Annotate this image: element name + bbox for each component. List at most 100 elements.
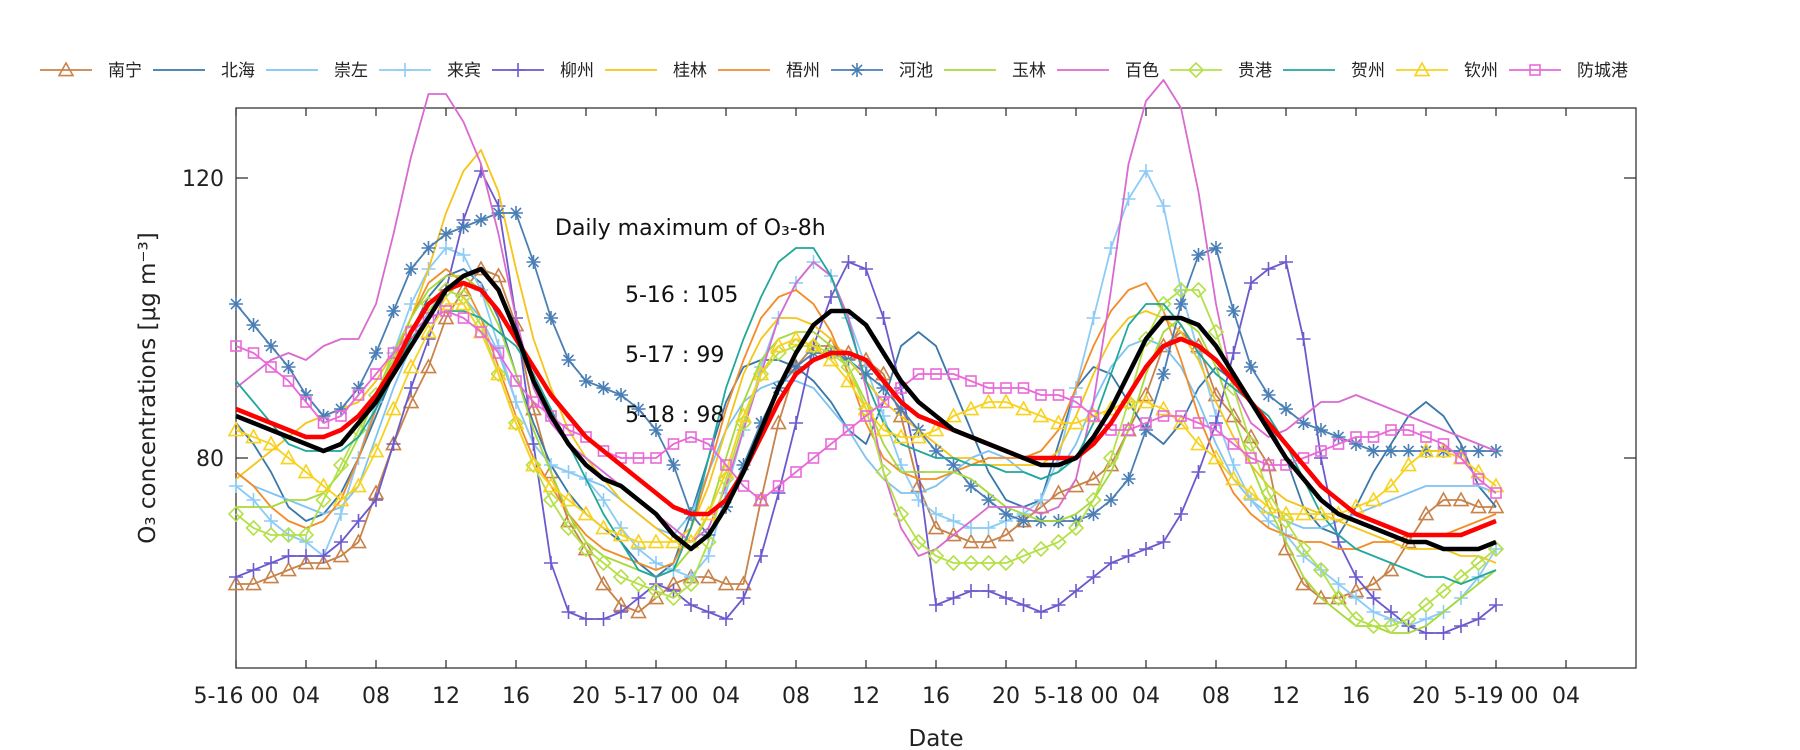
data-point <box>1139 423 1153 437</box>
x-tick-label: 20 <box>992 684 1020 709</box>
data-point <box>437 295 455 311</box>
data-point <box>1382 477 1400 493</box>
data-point <box>1312 589 1330 605</box>
data-point <box>1242 435 1260 453</box>
data-point <box>297 554 315 570</box>
data-point <box>666 458 681 472</box>
data-point <box>875 421 892 437</box>
data-point <box>1104 241 1118 255</box>
series-玉林 <box>236 275 1497 634</box>
data-point <box>1315 445 1327 457</box>
data-point <box>596 381 611 395</box>
data-point <box>1052 389 1065 401</box>
data-point <box>351 514 366 528</box>
data-point <box>1085 470 1102 486</box>
data-point <box>1419 626 1433 640</box>
x-tick-label: 5-17 00 <box>614 684 699 709</box>
data-point <box>1277 505 1295 521</box>
legend-label: 贵港 <box>1238 61 1272 81</box>
data-point <box>945 407 962 423</box>
legend-item: 钦州 <box>1396 61 1498 81</box>
data-point <box>1175 410 1187 422</box>
data-point <box>507 414 525 432</box>
x-tick-label: 04 <box>712 684 740 709</box>
data-point <box>1331 577 1346 591</box>
data-point <box>630 533 647 549</box>
data-point <box>281 360 296 374</box>
data-point <box>647 582 665 600</box>
y-axis-label: O₃ concentrations [μg m⁻³] <box>135 232 161 543</box>
data-point <box>350 533 367 549</box>
data-point <box>1487 477 1505 493</box>
data-point <box>351 381 366 395</box>
data-point <box>1400 610 1417 628</box>
data-point <box>577 540 595 558</box>
data-point <box>1087 410 1100 422</box>
data-point <box>265 361 277 373</box>
data-point <box>1417 442 1435 458</box>
data-point <box>229 479 243 493</box>
data-point <box>787 330 805 346</box>
legend-label: 桂林 <box>673 61 707 81</box>
legend-label: 玉林 <box>1012 61 1046 81</box>
series-lines <box>227 79 1505 640</box>
data-point <box>1016 598 1031 612</box>
series-line <box>235 266 1497 552</box>
data-point <box>1155 400 1172 416</box>
data-point <box>1190 281 1207 299</box>
data-point <box>1490 487 1502 499</box>
data-point <box>1296 332 1311 346</box>
data-point <box>1365 617 1382 635</box>
data-point <box>245 519 262 537</box>
data-point <box>227 421 245 437</box>
data-point <box>999 591 1013 605</box>
data-point <box>1225 470 1242 486</box>
data-point <box>1437 438 1450 450</box>
data-point <box>929 598 943 612</box>
data-point <box>421 241 436 255</box>
data-point <box>492 347 505 359</box>
data-point <box>665 589 682 607</box>
data-point <box>317 417 330 429</box>
data-point <box>577 540 595 556</box>
data-point <box>1417 596 1435 614</box>
data-point <box>596 612 611 626</box>
data-point <box>1069 584 1083 598</box>
x-tick-label: 16 <box>922 684 950 709</box>
data-point <box>1295 575 1312 591</box>
data-point <box>981 584 996 598</box>
data-point <box>595 575 612 591</box>
data-point <box>1279 402 1293 416</box>
data-point <box>1277 512 1295 530</box>
data-point <box>385 400 402 416</box>
data-point <box>632 452 645 464</box>
data-point <box>929 444 943 458</box>
data-point <box>702 438 715 450</box>
data-point <box>1209 241 1223 255</box>
data-point <box>334 507 348 521</box>
data-point <box>262 526 280 544</box>
data-point <box>402 358 420 374</box>
data-point <box>404 262 418 276</box>
data-point <box>859 367 873 381</box>
data-point <box>299 388 313 402</box>
data-point <box>892 505 910 523</box>
data-point <box>544 311 558 325</box>
legend-item: 贵港 <box>1170 61 1272 81</box>
data-point <box>1472 473 1485 485</box>
data-point <box>720 459 732 471</box>
data-point <box>246 493 261 507</box>
series-line <box>235 310 1497 501</box>
data-point <box>1366 591 1381 605</box>
data-point <box>1156 367 1171 381</box>
data-point <box>840 372 857 388</box>
data-point <box>1312 505 1330 521</box>
legend-item: 南宁 <box>40 61 142 81</box>
data-point <box>334 535 348 549</box>
legend-label: 河池 <box>899 61 933 81</box>
x-tick-label: 16 <box>502 684 530 709</box>
data-point <box>386 304 401 318</box>
data-point <box>1085 491 1102 509</box>
data-point <box>1332 438 1345 450</box>
data-point <box>1487 498 1505 514</box>
